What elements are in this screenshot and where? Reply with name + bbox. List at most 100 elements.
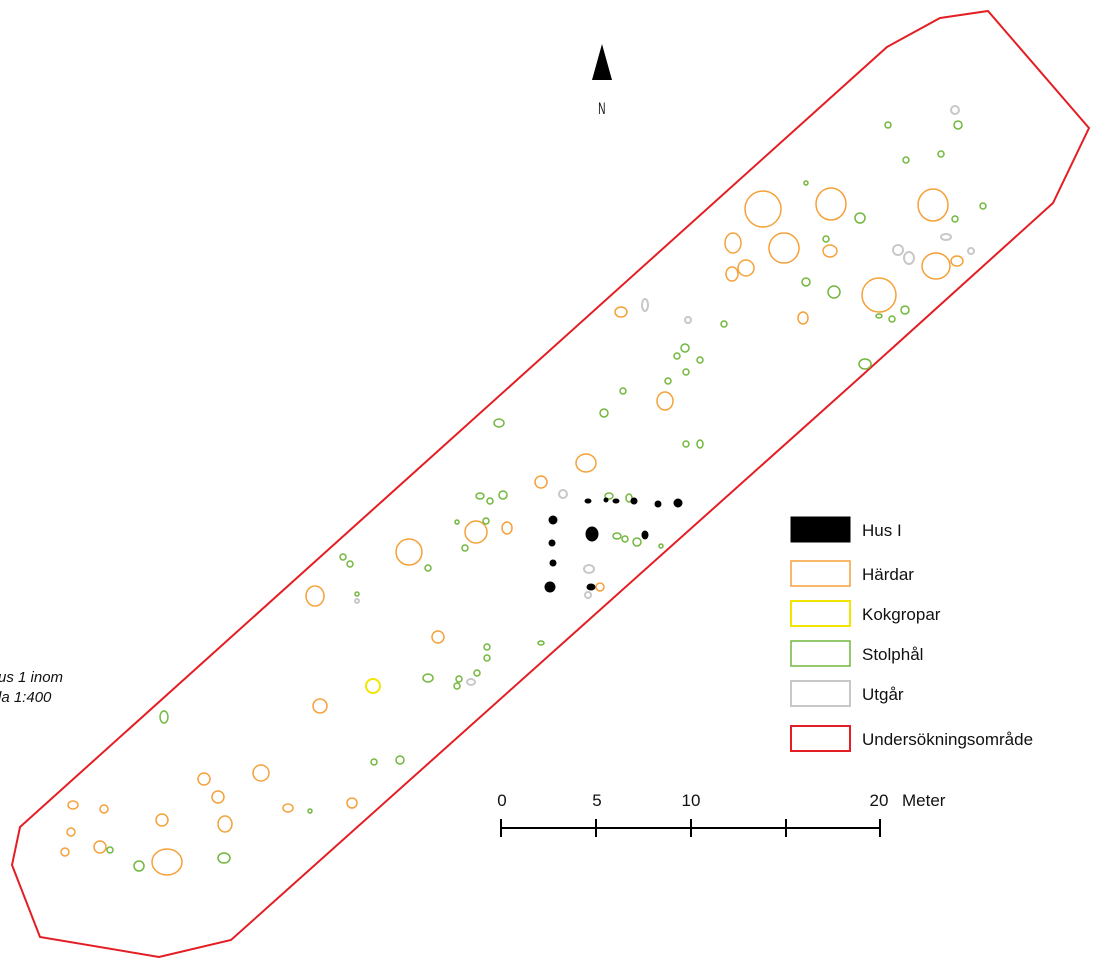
scale-tick-0: 0	[497, 791, 506, 810]
post-hole-feature	[370, 758, 378, 766]
hearth-feature	[464, 520, 488, 544]
hearth-feature	[575, 453, 597, 473]
excluded-feature	[354, 598, 360, 604]
hearth-feature	[93, 840, 107, 854]
legend-swatch-hardar	[790, 560, 851, 587]
post-hole-feature	[619, 387, 627, 395]
hearth-feature	[501, 521, 513, 535]
post-hole-feature	[696, 356, 704, 364]
house-post-hole-feature	[586, 583, 596, 591]
post-hole-feature	[339, 553, 347, 561]
post-hole-feature	[854, 212, 866, 224]
legend-label-hardar: Härdar	[862, 565, 914, 584]
excluded-feature	[950, 105, 960, 115]
house-post-hole-feature	[654, 500, 662, 508]
excluded-feature	[684, 316, 692, 324]
legend-swatch-kokgropar	[790, 600, 851, 627]
hearth-feature	[950, 255, 964, 267]
post-hole-feature	[937, 150, 945, 158]
post-hole-feature	[537, 640, 545, 646]
legend: Hus I Härdar Kokgropar Stolphål Utgår Un…	[790, 516, 1033, 752]
north-arrow-icon	[592, 44, 612, 80]
hearth-feature	[60, 847, 70, 857]
post-hole-feature	[801, 277, 811, 287]
post-hole-feature	[483, 654, 491, 662]
hearth-feature	[861, 277, 897, 313]
hearth-feature	[614, 306, 628, 318]
survey-area-boundary	[10, 9, 1091, 958]
post-hole-feature	[632, 537, 642, 547]
hearth-feature	[305, 585, 325, 607]
hearth-feature	[921, 252, 951, 280]
house-post-hole-feature	[612, 498, 620, 504]
hearth-feature	[151, 848, 183, 876]
hearth-feature	[99, 804, 109, 814]
post-hole-feature	[475, 492, 485, 500]
scale-tick-10: 10	[682, 791, 701, 810]
post-hole-feature	[888, 315, 896, 323]
legend-swatch-stolphal	[790, 640, 851, 667]
post-hole-feature	[625, 493, 633, 503]
hearth-feature	[797, 311, 809, 325]
hearth-feature	[725, 266, 739, 282]
excluded-feature	[940, 233, 952, 241]
hearth-feature	[211, 790, 225, 804]
features-layer	[60, 105, 987, 876]
house-post-hole-feature	[549, 559, 557, 567]
house-post-hole-feature	[641, 530, 649, 540]
hearth-feature	[724, 232, 742, 254]
post-hole-feature	[346, 560, 354, 568]
post-hole-feature	[455, 675, 463, 683]
house-post-hole-feature	[603, 497, 609, 503]
hearth-feature	[768, 232, 800, 264]
post-hole-feature	[827, 285, 841, 299]
hearth-feature	[822, 244, 838, 258]
excluded-feature	[892, 244, 904, 256]
post-hole-feature	[979, 202, 987, 210]
hearth-feature	[155, 813, 169, 827]
post-hole-feature	[682, 440, 690, 448]
cooking-pit-feature	[365, 678, 381, 694]
post-hole-feature	[159, 710, 169, 724]
scale-tick-5: 5	[592, 791, 601, 810]
post-hole-feature	[498, 490, 508, 500]
hearth-feature	[197, 772, 211, 786]
caption-line-1: us 1 inom	[0, 669, 64, 686]
post-hole-feature	[307, 808, 313, 814]
post-hole-feature	[493, 418, 505, 428]
scale-tick-20: 20	[870, 791, 889, 810]
post-hole-feature	[612, 532, 622, 540]
post-hole-feature	[599, 408, 609, 418]
legend-label-kokgropar: Kokgropar	[862, 605, 941, 624]
post-hole-feature	[461, 544, 469, 552]
hearth-feature	[595, 582, 605, 592]
north-label: N	[598, 98, 605, 117]
house-post-hole-feature	[548, 515, 558, 525]
post-hole-feature	[422, 673, 434, 683]
legend-label-boundary: Undersökningsområde	[862, 730, 1033, 749]
hearth-feature	[217, 815, 233, 833]
excluded-feature	[903, 251, 915, 265]
excluded-feature	[466, 678, 476, 686]
post-hole-feature	[951, 215, 959, 223]
post-hole-feature	[884, 121, 892, 129]
post-hole-feature	[604, 492, 614, 500]
post-hole-feature	[453, 682, 461, 690]
hearth-feature	[534, 475, 548, 489]
post-hole-feature	[822, 235, 830, 243]
post-hole-feature	[473, 669, 481, 677]
scale-bar: 0 5 10 20 Meter	[497, 791, 946, 837]
hearth-feature	[431, 630, 445, 644]
post-hole-feature	[658, 543, 664, 549]
legend-label-hus: Hus I	[862, 521, 902, 540]
post-hole-feature	[875, 313, 883, 319]
caption-line-2: la 1:400	[0, 689, 52, 706]
post-hole-feature	[454, 519, 460, 525]
legend-label-stolphal: Stolphål	[862, 645, 923, 664]
post-hole-feature	[395, 755, 405, 765]
hearth-feature	[744, 190, 782, 228]
legend-swatch-hus	[790, 516, 851, 543]
hearth-feature	[395, 538, 423, 566]
